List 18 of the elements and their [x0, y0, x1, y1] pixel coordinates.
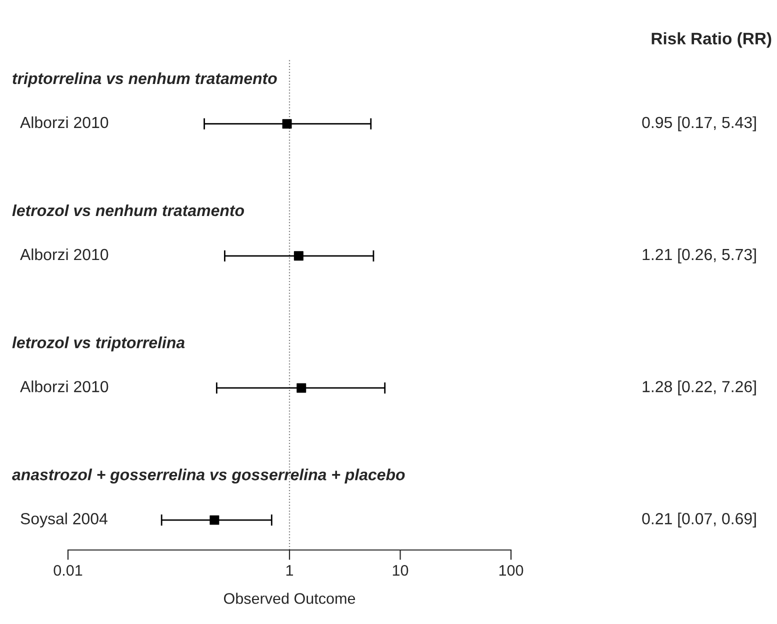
x-tick-label: 1	[286, 565, 294, 576]
x-tick-label: 0.01	[54, 564, 82, 576]
x-tick-label: 10	[392, 564, 408, 576]
x-tick-label: 100	[499, 564, 524, 576]
data-label: 0.21 [0.07, 0.69]	[642, 512, 756, 528]
y-tick-label: anastrozol + gosserrelina vs gosserrelina + placebo	[12, 468, 405, 484]
x-axis-title: Observed Outcome	[224, 592, 356, 604]
y-tick-label: Alborzi 2010	[20, 248, 108, 260]
y-tick-label: Alborzi 2010	[20, 116, 108, 128]
text: Risk Ratio (RR)	[652, 32, 772, 48]
data-label: 1.28 [0.22, 7.26]	[642, 380, 756, 396]
y-tick-label: letrozol vs nenhum tratamento	[12, 204, 244, 216]
y-tick-label: Soysal 2004	[20, 512, 108, 528]
y-tick-label: triptorrelina vs nenhum tratamento	[12, 72, 277, 88]
data-label: 1.21 [0.26, 5.73]	[642, 248, 756, 264]
y-tick-label: letrozol vs triptorrelina	[12, 336, 185, 352]
data-label: 0.95 [0.17, 5.43]	[642, 116, 756, 132]
y-tick-label: Alborzi 2010	[20, 380, 108, 392]
